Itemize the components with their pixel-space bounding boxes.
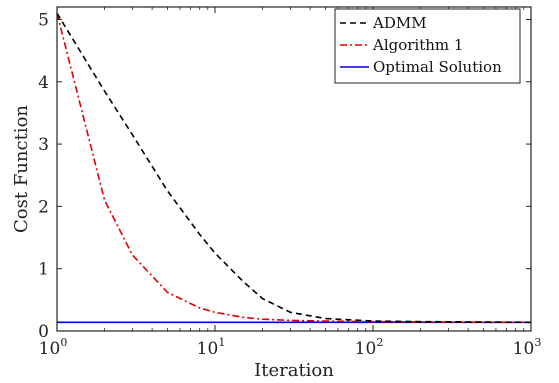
legend-label-admm: ADMM <box>372 14 427 32</box>
x-axis-label: Iteration <box>254 360 334 381</box>
x-tick-label: 101 <box>197 336 226 359</box>
x-tick-label: 100 <box>39 336 68 359</box>
series-line-algorithm-1 <box>56 13 531 324</box>
tick-labels: 0 1 2 3 4 5 100 101 102 103 <box>38 10 541 359</box>
y-tick-label: 1 <box>38 260 49 280</box>
y-axis-label: Cost Function <box>11 105 32 233</box>
y-tick-label: 3 <box>38 135 49 155</box>
y-tick-label: 4 <box>38 73 49 93</box>
x-tick-label: 102 <box>355 336 384 359</box>
x-tick-label: 103 <box>513 336 542 359</box>
y-tick-label: 0 <box>38 322 49 342</box>
axes-frame <box>56 6 532 332</box>
series-line-admm <box>56 12 532 324</box>
legend: ADMM Algorithm 1 Optimal Solution <box>334 8 521 84</box>
legend-box <box>334 8 521 84</box>
y-tick-label: 5 <box>38 10 49 30</box>
y-tick-label: 2 <box>38 197 49 217</box>
legend-label-optimal-solution: Optimal Solution <box>373 58 502 76</box>
plot-area <box>56 12 532 324</box>
legend-label-algorithm-1: Algorithm 1 <box>372 36 463 54</box>
